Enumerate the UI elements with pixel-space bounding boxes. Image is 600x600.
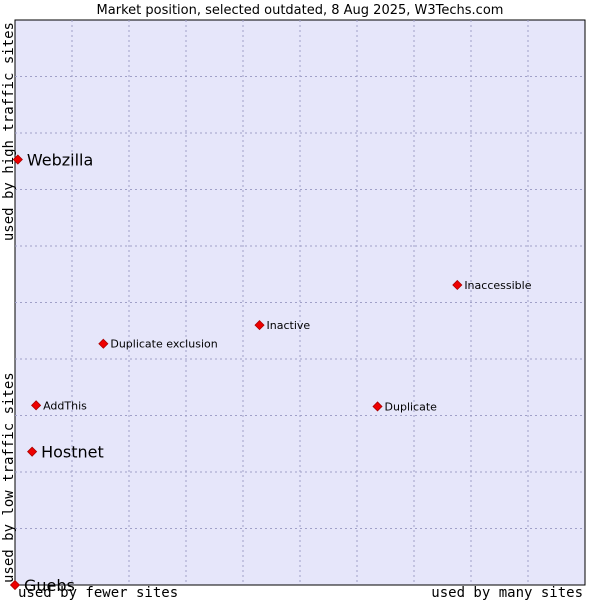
point-marker-inactive (254, 320, 265, 331)
point-marker-duplicate (372, 401, 383, 412)
point-label-webzilla: Webzilla (27, 151, 93, 170)
point-marker-hostnet (27, 446, 38, 457)
point-marker-duplicate-exclusion (98, 338, 109, 349)
y-axis-label-top: used by high traffic sites (1, 22, 17, 241)
y-axis-label-bottom: used by low traffic sites (1, 372, 17, 583)
grid-lines (15, 20, 585, 585)
point-label-addthis: AddThis (43, 399, 87, 412)
point-marker-webzilla (12, 154, 23, 165)
point-label-inactive: Inactive (267, 319, 311, 332)
point-label-guebs: Guebs (24, 576, 75, 595)
x-axis-label-right: used by many sites (431, 585, 583, 600)
point-label-inaccessible: Inaccessible (464, 279, 531, 292)
data-points: Webzilla Inaccessible Inactive Duplicate ex… (9, 151, 532, 595)
point-label-duplicate: Duplicate (385, 400, 438, 413)
point-marker-guebs (9, 579, 21, 591)
chart-title: Market position, selected outdated, 8 Au… (97, 3, 504, 18)
point-label-duplicate-exclusion: Duplicate exclusion (110, 338, 217, 351)
point-marker-inaccessible (452, 279, 463, 291)
x-axis-label-left: used by fewer sites (18, 585, 178, 600)
point-label-hostnet: Hostnet (41, 443, 104, 462)
point-marker-addthis (31, 400, 42, 411)
